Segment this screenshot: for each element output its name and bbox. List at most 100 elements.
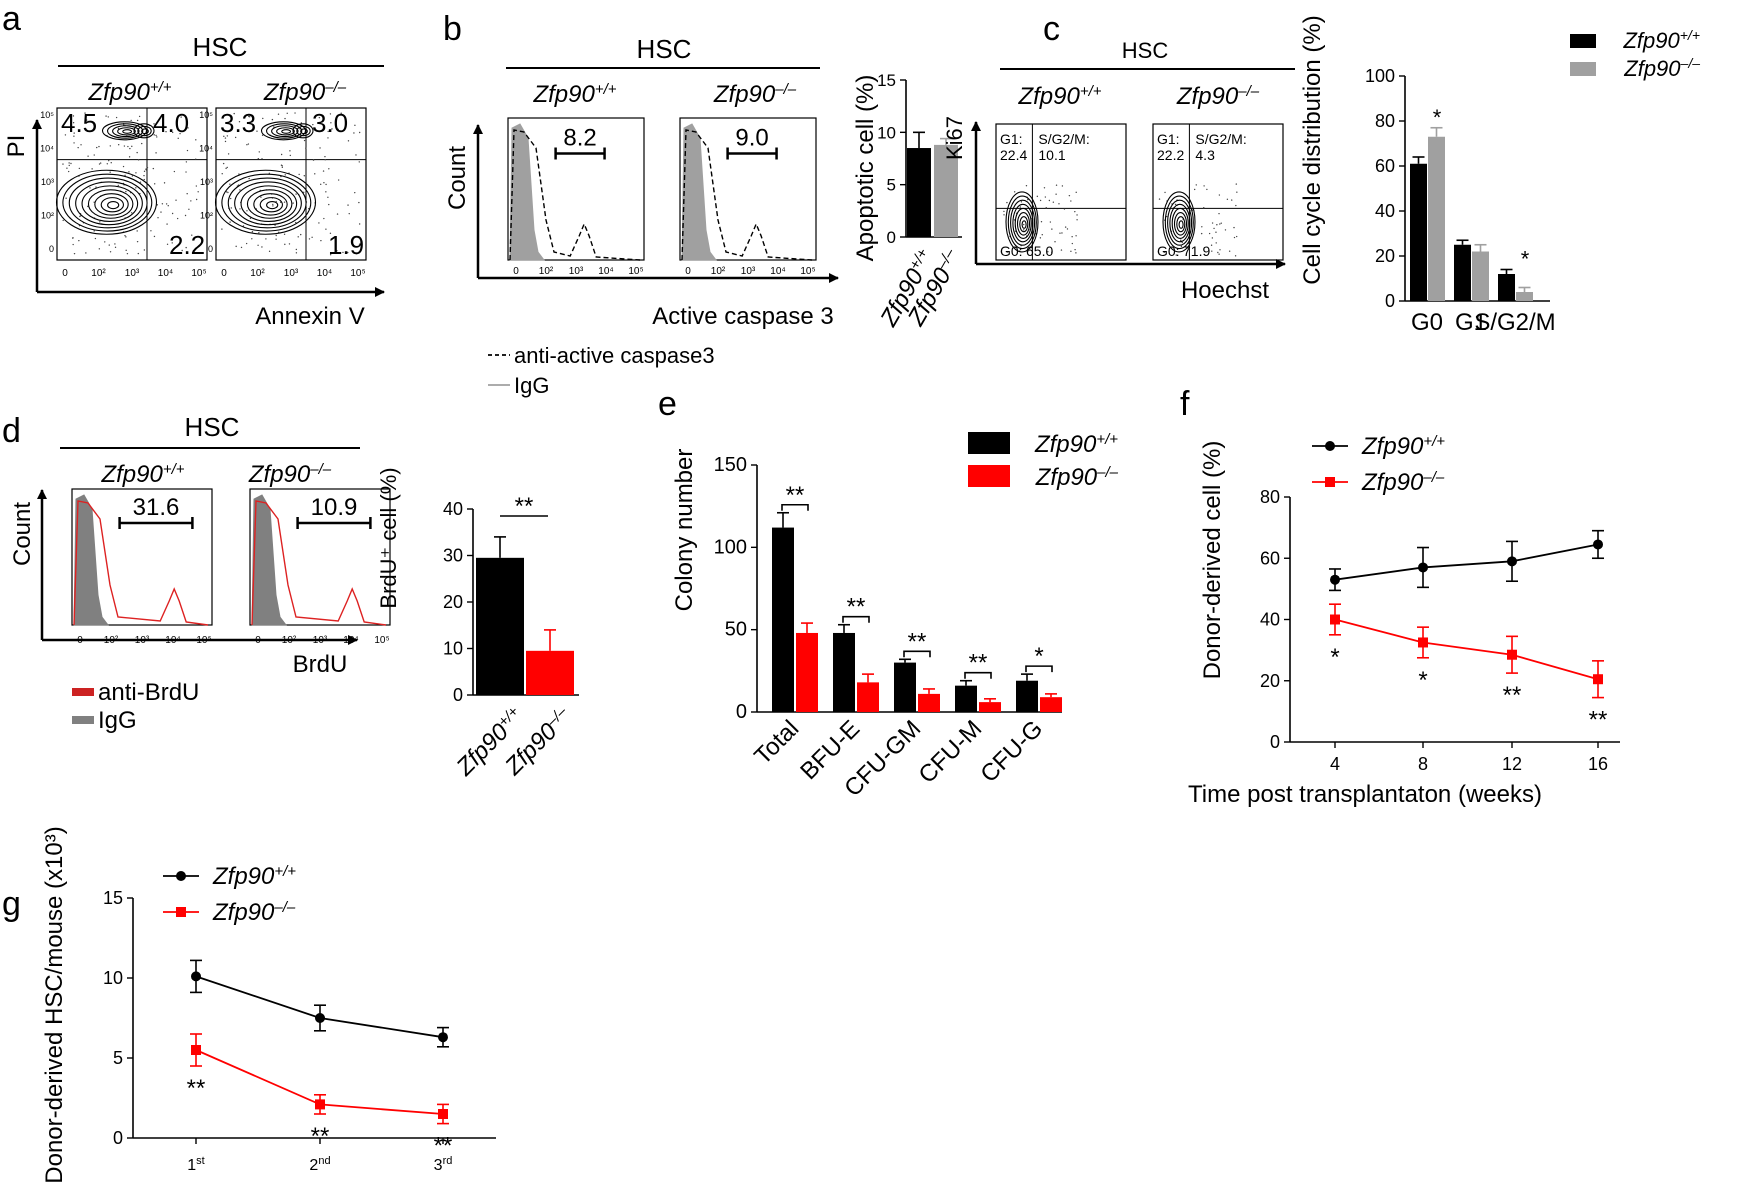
event-dot (127, 145, 129, 148)
b-xtick: 0 (513, 266, 519, 277)
event-dot (165, 203, 168, 205)
event-dot (186, 193, 188, 195)
event-dot (152, 167, 155, 170)
event-dot (318, 116, 321, 119)
event-dot (1055, 184, 1058, 186)
legend-label: Zfp90–/– (1623, 55, 1700, 81)
genotype-wt-b: Zfp90+/+ (532, 81, 616, 109)
g0-label: G0: (1000, 243, 1023, 259)
x-tick-label: G0 (1411, 309, 1443, 336)
contour-ring (240, 185, 298, 222)
data-point (1330, 574, 1340, 585)
event-dot (1203, 185, 1205, 187)
y-tick-label: 30 (443, 546, 463, 566)
event-dot (190, 200, 192, 202)
y-tick-label: 20 (443, 592, 463, 612)
gate-value: 8.2 (563, 125, 596, 152)
significance: * (1521, 247, 1530, 272)
contour-ring (1171, 207, 1189, 239)
event-dot (1216, 224, 1218, 226)
panel-d: HSC Zfp90+/+ Zfp90–/– Count BrdU 31.6 0 10… (9, 412, 579, 782)
panel-e: Colony number 050100150**Total**BFU-E**C… (671, 431, 1119, 803)
event-dot (325, 191, 327, 193)
event-dot (1208, 232, 1211, 235)
contour-ring (221, 173, 312, 232)
event-dot (87, 155, 89, 157)
d-xtick: 0 (255, 635, 261, 646)
event-dot (1058, 203, 1060, 205)
event-dot (1070, 250, 1072, 253)
xlabel-c-contour: Hoechst (1181, 277, 1269, 304)
event-dot (184, 214, 187, 217)
event-dot (141, 142, 143, 145)
a-ytick: 10⁵ (199, 110, 213, 120)
event-dot (294, 112, 296, 114)
event-dot (235, 245, 237, 248)
event-dot (325, 183, 327, 186)
contour-ring (101, 121, 148, 141)
event-dot (1003, 214, 1005, 216)
hist-box (249, 488, 391, 626)
event-dot (1047, 251, 1049, 253)
event-dot (117, 184, 119, 187)
b-xtick: 10⁵ (800, 266, 815, 277)
event-dot (131, 175, 134, 177)
g1-label: G1: (1000, 131, 1023, 147)
event-dot (295, 193, 297, 195)
xlabel-b-hist: Active caspase 3 (652, 303, 833, 330)
bar-BFU-E-wt (833, 632, 855, 712)
event-dot (156, 136, 158, 138)
y-tick-label: 100 (1365, 66, 1395, 86)
x-tick-label: S/G2/M (1474, 309, 1555, 336)
event-dot (109, 251, 112, 253)
event-dot (238, 121, 241, 123)
contour-ring (141, 128, 149, 135)
significance: ** (847, 594, 866, 621)
series-line-ko (1334, 618, 1599, 681)
event-dot (1054, 241, 1056, 243)
event-dot (175, 199, 177, 201)
event-dot (161, 203, 164, 205)
event-dot (124, 234, 126, 237)
y-tick-label: 150 (714, 454, 747, 476)
data-point (191, 1045, 201, 1055)
event-dot (1219, 223, 1221, 225)
event-dot (105, 115, 107, 117)
event-dot (68, 162, 70, 164)
legend-label: Zfp90+/+ (1034, 431, 1118, 459)
event-dot (131, 145, 133, 148)
event-dot (84, 117, 87, 120)
event-dot (358, 131, 361, 134)
ylabel-c-bar: Cell cycle distribution (%) (1299, 15, 1326, 284)
significance: ** (187, 1075, 206, 1102)
genotype-wt-d: Zfp90+/+ (100, 461, 184, 489)
event-dot (85, 119, 88, 121)
legend-marker (176, 871, 186, 881)
event-dot (1235, 235, 1238, 238)
event-dot (1228, 250, 1231, 252)
sg2m-value: 4.3 (1195, 147, 1215, 163)
event-dot (257, 244, 259, 247)
contour-ring (1169, 203, 1191, 243)
event-dot (1200, 232, 1203, 235)
panel-b: HSC Zfp90+/+ Zfp90–/– Count Active caspa… (444, 34, 962, 398)
significance: * (1034, 643, 1043, 670)
event-dot (73, 135, 75, 137)
event-dot (128, 156, 131, 158)
bar-CFU-G-ko (1040, 697, 1062, 712)
event-dot (197, 191, 199, 193)
event-dot (275, 234, 277, 237)
event-dot (1071, 242, 1074, 245)
y-tick-label: 60 (1260, 548, 1280, 568)
event-dot (1003, 210, 1005, 213)
panel-c: HSC Zfp90+/+ Zfp90–/– Ki67 Hoechst G1:22… (942, 15, 1700, 336)
contour-ring (296, 125, 311, 137)
bar-wt (476, 557, 524, 695)
bar-CFU-M-wt (955, 685, 977, 712)
significance: ** (515, 493, 534, 520)
event-dot (145, 168, 147, 170)
event-dot (305, 147, 307, 149)
event-dot (258, 151, 260, 153)
event-dot (67, 170, 70, 173)
y-tick-label: 80 (1375, 111, 1395, 131)
